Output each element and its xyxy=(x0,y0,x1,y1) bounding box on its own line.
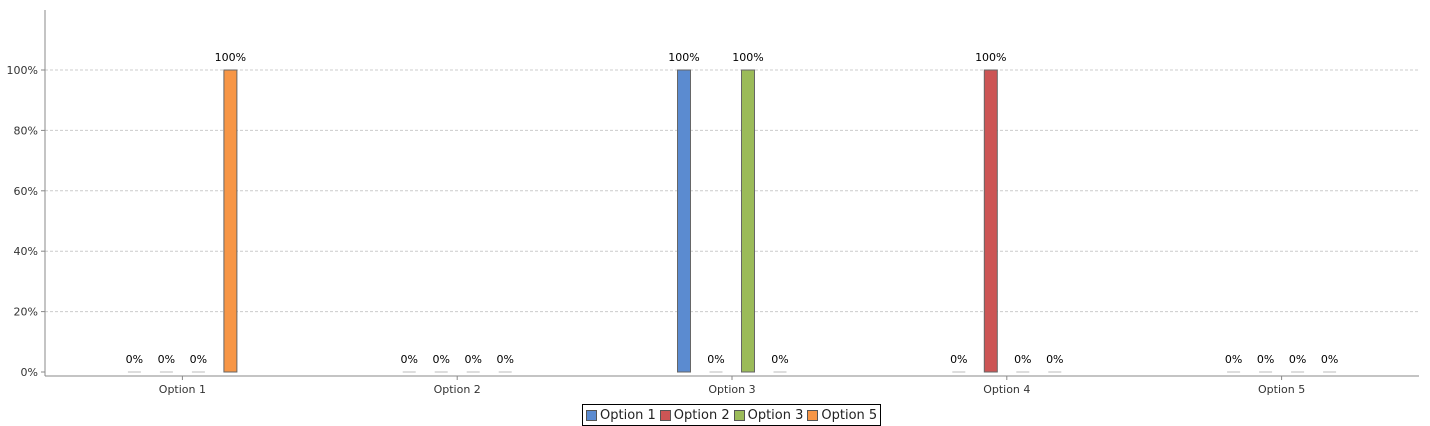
data-label: 100% xyxy=(975,51,1006,64)
data-label: 0% xyxy=(707,353,724,366)
data-label: 0% xyxy=(771,353,788,366)
chart-legend: Option 1 Option 2 Option 3 Option 5 xyxy=(582,404,882,426)
data-label: 0% xyxy=(1257,353,1274,366)
legend-swatch xyxy=(659,409,671,421)
y-axis-ticks: 0% 20% 40% 60% 80% 100% xyxy=(7,64,45,379)
data-label: 0% xyxy=(1046,353,1063,366)
legend-swatch xyxy=(733,409,745,421)
legend-item: Option 1 xyxy=(586,408,656,423)
data-label: 0% xyxy=(126,353,143,366)
legend-swatch xyxy=(807,409,819,421)
legend-item: Option 3 xyxy=(733,407,804,423)
data-label: 0% xyxy=(400,353,417,366)
category-label: Option 4 xyxy=(983,383,1030,396)
data-label: 100% xyxy=(215,51,246,64)
y-tick-label: 100% xyxy=(7,64,38,77)
value-labels: 0% 0% 0% 100% 0% 0% 0% 0% 100% 0% 100% 0% 0% 100% 0% 0%… xyxy=(126,51,1339,366)
category-label: Option 5 xyxy=(1258,383,1305,396)
bar xyxy=(223,69,238,373)
category-label: Option 1 xyxy=(159,383,206,396)
data-label: 100% xyxy=(668,51,699,64)
y-tick-label: 0% xyxy=(21,366,38,379)
data-label: 0% xyxy=(950,353,967,366)
bar xyxy=(677,69,691,373)
legend-item: Option 5 xyxy=(807,408,877,423)
bars xyxy=(127,69,1337,373)
y-tick-label: 60% xyxy=(14,185,38,198)
y-tick-label: 80% xyxy=(14,124,38,137)
data-label: 0% xyxy=(432,353,449,366)
legend-item: Option 2 xyxy=(659,407,730,423)
data-label: 0% xyxy=(1321,353,1338,366)
bar xyxy=(741,69,755,373)
category-label: Option 3 xyxy=(708,383,755,396)
x-axis-categories: Option 1 Option 2 Option 3 Option 4 Option 5 xyxy=(159,376,1305,396)
data-label: 0% xyxy=(496,353,513,366)
legend-label: Option 1 xyxy=(600,407,656,423)
data-label: 0% xyxy=(1014,353,1031,366)
y-tick-label: 40% xyxy=(14,245,38,258)
data-label: 0% xyxy=(158,353,175,366)
data-label: 0% xyxy=(464,353,481,366)
y-tick-label: 20% xyxy=(14,306,38,319)
data-label: 0% xyxy=(1225,353,1242,366)
legend-swatch xyxy=(586,409,597,421)
bar xyxy=(983,69,998,373)
legend-label: Option 5 xyxy=(821,407,878,423)
category-label: Option 2 xyxy=(434,383,481,396)
data-label: 100% xyxy=(732,51,763,64)
gridlines xyxy=(45,69,1419,313)
data-label: 0% xyxy=(190,353,207,366)
data-label: 0% xyxy=(1289,353,1306,366)
legend-label: Option 3 xyxy=(747,407,804,423)
legend-label: Option 2 xyxy=(673,407,730,423)
